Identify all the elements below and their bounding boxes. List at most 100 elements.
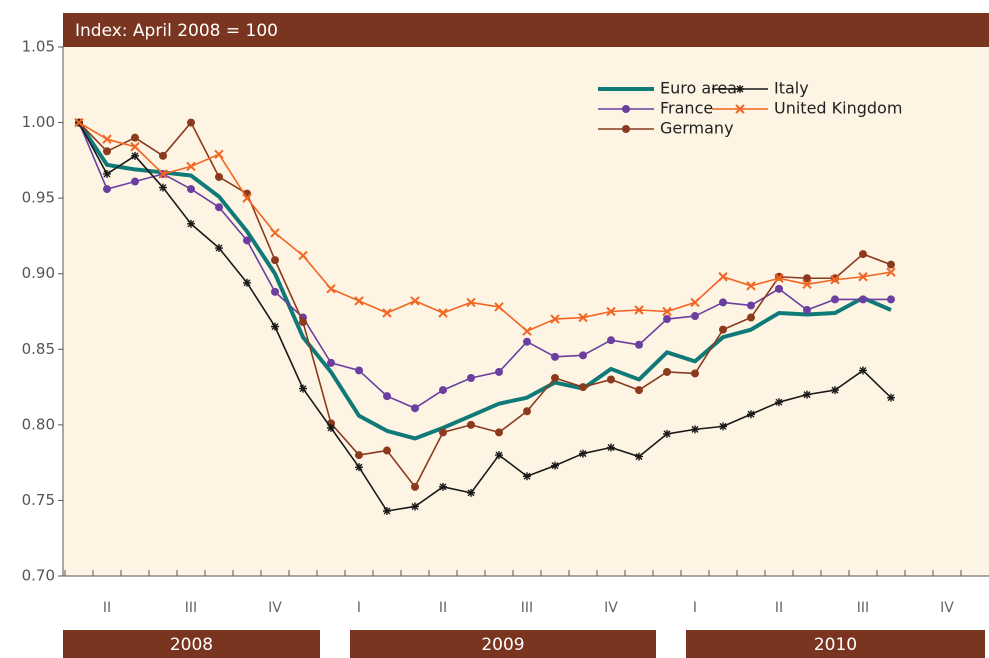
subtitle: Index: April 2008 = 100: [75, 21, 278, 41]
point: [187, 118, 195, 127]
point: [662, 306, 672, 317]
legend-label: Italy: [774, 79, 809, 98]
point: [523, 337, 531, 346]
point: [438, 308, 448, 318]
point: [467, 488, 475, 497]
x-tick-label: III: [857, 600, 869, 616]
point: [159, 151, 167, 160]
point: [607, 336, 615, 345]
point: [298, 250, 308, 261]
x-tick-label: II: [439, 600, 447, 616]
point: [214, 149, 224, 160]
point: [271, 256, 279, 265]
x-tick-label: III: [521, 600, 533, 616]
point: [607, 375, 615, 384]
y-tick-label: 0.85: [22, 340, 55, 358]
point: [270, 228, 280, 238]
point: [775, 398, 783, 407]
point: [439, 482, 447, 491]
point: [579, 449, 587, 458]
point: [551, 352, 559, 361]
y-tick-label: 0.75: [22, 491, 55, 509]
point: [383, 392, 391, 401]
point: [523, 407, 531, 416]
point: [243, 236, 251, 245]
point: [327, 423, 335, 432]
point: [383, 446, 391, 455]
point: [579, 351, 587, 360]
point: [691, 425, 699, 434]
point: [130, 142, 140, 152]
point: [103, 169, 111, 178]
point: [830, 275, 840, 285]
point: [215, 172, 223, 181]
x-tick-label: I: [357, 600, 361, 616]
point: [747, 410, 755, 419]
point: [523, 472, 531, 481]
point: [242, 193, 252, 203]
point: [187, 185, 195, 194]
point: [622, 125, 630, 133]
point: [607, 443, 615, 452]
point: [411, 404, 419, 413]
point: [103, 185, 111, 194]
point: [411, 482, 419, 491]
series-line: [78, 121, 892, 332]
point: [466, 297, 476, 308]
point: [131, 133, 139, 142]
point: [131, 177, 139, 186]
point: [355, 463, 363, 472]
x-tick-label: IV: [604, 600, 618, 616]
point: [747, 301, 755, 310]
point: [495, 451, 503, 460]
legend-label: United Kingdom: [774, 99, 902, 118]
y-tick-label: 0.90: [22, 264, 55, 282]
point: [187, 219, 195, 228]
point: [691, 312, 699, 321]
point: [410, 296, 420, 306]
point: [735, 104, 745, 114]
point: [887, 393, 895, 402]
point: [102, 134, 112, 144]
point: [74, 117, 84, 128]
point: [635, 452, 643, 461]
point: [215, 203, 223, 212]
point: [718, 272, 728, 282]
point: [886, 267, 896, 277]
x-tick-label: III: [185, 600, 197, 616]
point: [858, 272, 868, 282]
year-band: [686, 630, 985, 658]
point: [467, 420, 475, 429]
point: [831, 295, 839, 304]
point: [159, 183, 167, 192]
y-tick-label: 0.70: [22, 567, 55, 585]
point: [186, 161, 196, 172]
point: [382, 308, 392, 318]
point: [887, 295, 895, 304]
point: [803, 305, 811, 314]
point: [326, 284, 336, 294]
point: [887, 260, 895, 269]
point: [859, 250, 867, 259]
x-tick-label: IV: [268, 600, 282, 616]
year-band: [350, 630, 656, 658]
point: [719, 422, 727, 431]
point: [550, 314, 560, 324]
point: [551, 374, 559, 383]
point: [663, 315, 671, 324]
point: [355, 451, 363, 460]
point: [736, 85, 744, 93]
year-label: 2010: [814, 635, 857, 655]
point: [690, 297, 700, 308]
point: [411, 502, 419, 511]
point: [719, 325, 727, 334]
x-tick-label: I: [693, 600, 697, 616]
point: [635, 340, 643, 349]
point: [299, 384, 307, 393]
point: [606, 306, 616, 317]
series-line: [77, 121, 892, 441]
series-line: [78, 122, 891, 410]
point: [663, 367, 671, 376]
x-tick-label: IV: [940, 600, 954, 616]
